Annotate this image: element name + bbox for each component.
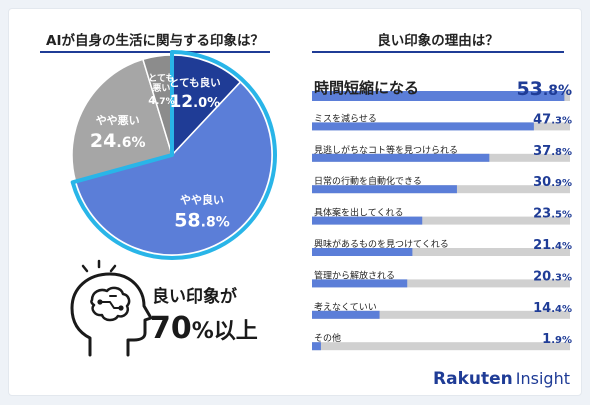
pie-slice-3-label: やや悪い xyxy=(96,114,140,127)
pie-slice-2-value: 58.8% xyxy=(174,210,230,232)
pie-slice-3 xyxy=(71,58,173,183)
bar-8-value: 14.4% xyxy=(533,301,572,316)
bar-chart-title: 良い印象の理由は？ xyxy=(377,32,499,49)
bar-7-value: 20.3% xyxy=(533,269,572,284)
callout-rest: %以上 xyxy=(192,319,258,344)
brand-logo: Rakuten Insight xyxy=(433,369,570,389)
bar-track-8 xyxy=(312,310,570,319)
pie-slice-1-label: とても良い xyxy=(169,76,221,89)
pie-slice-2 xyxy=(74,80,273,256)
bar-track-5 xyxy=(312,216,570,225)
bar-3 xyxy=(312,153,490,162)
pie-slice-3-value: 24.6% xyxy=(90,130,146,152)
bar-8 xyxy=(312,310,380,319)
bar-2 xyxy=(312,122,534,131)
bar-5-category: 具体案を出してくれる xyxy=(314,207,403,219)
bar-7-category: 管理から解放される xyxy=(314,269,395,281)
pie-title-underline xyxy=(40,51,270,53)
positive-share-highlight xyxy=(70,50,277,260)
bar-title-underline xyxy=(312,51,564,53)
callout-line1: 良い印象が xyxy=(152,286,237,307)
pie-slice-1-value: 12.0% xyxy=(169,92,220,112)
pie-chart-title: AIが自身の生活に関与する印象は？ xyxy=(46,32,264,49)
pie-slice-4-label: とても xyxy=(148,73,174,84)
pie-slice-1 xyxy=(171,54,242,157)
pie-slice-2-label: やや良い xyxy=(180,193,224,207)
bar-1-category: 時間短縮になる xyxy=(314,79,419,97)
ai-head-icon xyxy=(70,259,153,357)
bar-5 xyxy=(312,216,423,225)
bar-4-value: 30.9% xyxy=(533,175,572,190)
callout-number: 70 xyxy=(150,311,192,346)
bar-1 xyxy=(312,91,565,101)
bar-9 xyxy=(312,342,321,351)
bar-9-value: 1.9% xyxy=(542,332,572,347)
bar-9-category: その他 xyxy=(314,332,341,344)
brand-suffix: Insight xyxy=(516,369,570,388)
bar-4-category: 日常の行動を自動化できる xyxy=(314,175,422,187)
callout-line2: 70%以上 xyxy=(150,311,258,346)
bar-2-category: ミスを減らせる xyxy=(314,112,377,124)
pie-slice-4-value: 4.7% xyxy=(148,94,174,107)
bar-6 xyxy=(312,248,413,256)
bar-6-value: 21.4% xyxy=(533,238,572,253)
bar-3-category: 見逃しがちなコト等を見つけられる xyxy=(314,144,458,156)
bar-4 xyxy=(312,185,457,194)
bar-6-category: 興味があるものを見つけてくれる xyxy=(314,238,449,250)
bar-track-6 xyxy=(312,248,570,256)
brand-name: Rakuten xyxy=(433,369,513,389)
bar-chart: 時間短縮になる 53.8% ミスを減らせる 47.3% 見逃しがちなコト等を見つけられる… xyxy=(312,78,572,351)
bar-2-value: 47.3% xyxy=(533,112,572,127)
bar-track-9 xyxy=(312,342,570,351)
bar-7 xyxy=(312,279,408,288)
bar-1-value: 53.8% xyxy=(516,78,572,100)
bar-3-value: 37.8% xyxy=(533,144,572,159)
bar-track-7 xyxy=(312,279,570,288)
pie-slice-4-label: 悪い xyxy=(152,83,170,94)
bar-8-category: 考えなくていい xyxy=(314,302,377,313)
bar-5-value: 23.5% xyxy=(533,207,572,222)
